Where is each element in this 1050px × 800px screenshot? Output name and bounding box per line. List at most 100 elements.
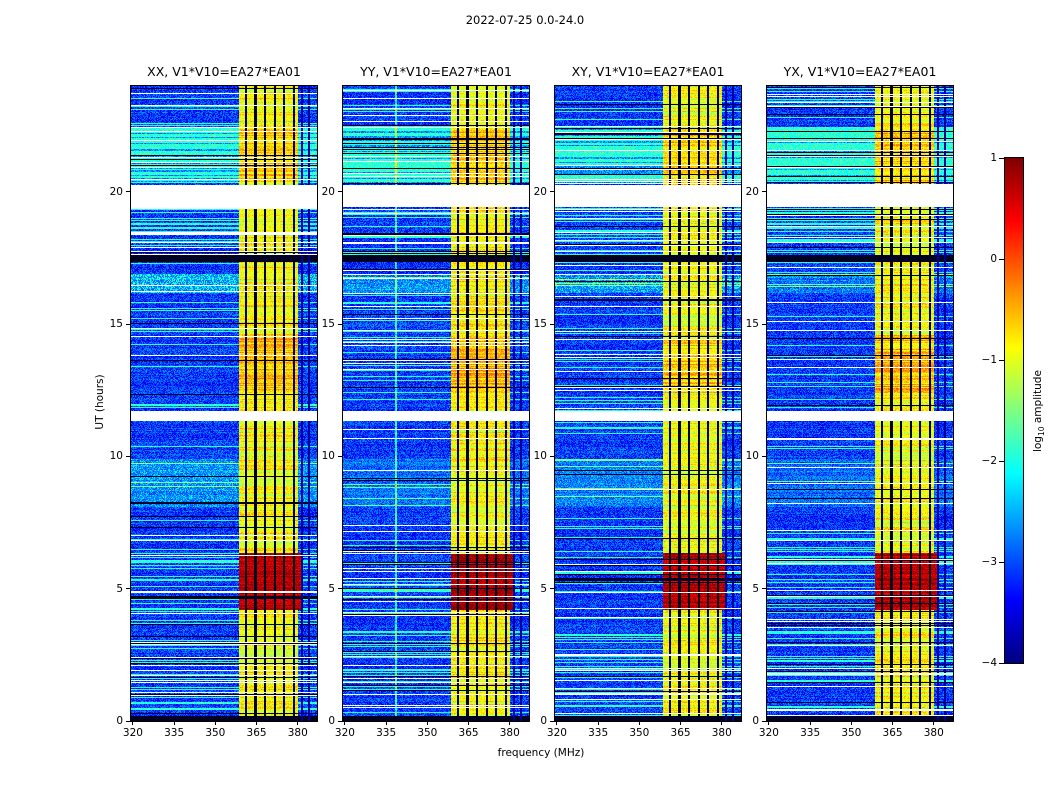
colorbar-label-base: log bbox=[1031, 436, 1044, 453]
y-tick-label: 20 bbox=[533, 185, 547, 198]
x-tick-label: 380 bbox=[923, 727, 944, 739]
y-tick-label: 20 bbox=[745, 185, 759, 198]
x-tick-label: 350 bbox=[417, 727, 438, 739]
y-tick bbox=[550, 191, 554, 193]
x-tick bbox=[256, 721, 258, 725]
y-tick bbox=[126, 720, 130, 722]
panel-title: XY, V1*V10=EA27*EA01 bbox=[571, 64, 725, 79]
panel-xy: XY, V1*V10=EA27*EA01 0 5 10 15 20 320 335 350 365… bbox=[534, 64, 742, 739]
y-tick-label: 10 bbox=[321, 450, 335, 463]
x-tick-label: 320 bbox=[334, 727, 355, 739]
x-tick-label: 380 bbox=[711, 727, 732, 739]
y-tick-label: 5 bbox=[328, 582, 335, 595]
y-tick-label: 20 bbox=[321, 185, 335, 198]
x-tick-label: 365 bbox=[246, 727, 267, 739]
spectrogram-canvas bbox=[555, 86, 741, 721]
x-tick-label: 335 bbox=[376, 727, 397, 739]
y-tick bbox=[550, 323, 554, 325]
y-tick-label: 15 bbox=[321, 318, 335, 331]
x-tick bbox=[933, 721, 935, 725]
panel-title: YX, V1*V10=EA27*EA01 bbox=[783, 64, 937, 79]
y-tick bbox=[126, 455, 130, 457]
colorbar-tick-label: 1 bbox=[990, 152, 997, 164]
y-tick bbox=[338, 588, 342, 590]
spectrogram-canvas bbox=[767, 86, 953, 721]
y-tick-label: 15 bbox=[533, 318, 547, 331]
y-tick bbox=[550, 455, 554, 457]
figure-title: 2022-07-25 0.0-24.0 bbox=[465, 13, 585, 27]
colorbar-tick bbox=[999, 359, 1004, 361]
y-tick bbox=[126, 588, 130, 590]
colorbar: log10 amplitude 1 0 −1 −2 −3 −4 bbox=[982, 152, 1047, 669]
x-tick-label: 365 bbox=[458, 727, 479, 739]
colorbar-gradient-canvas bbox=[1005, 158, 1023, 663]
y-tick bbox=[338, 455, 342, 457]
y-tick-label: 15 bbox=[745, 318, 759, 331]
x-tick bbox=[344, 721, 346, 725]
x-tick bbox=[426, 721, 428, 725]
y-tick bbox=[550, 720, 554, 722]
x-tick bbox=[721, 721, 723, 725]
x-tick-label: 350 bbox=[841, 727, 862, 739]
panel-title: XX, V1*V10=EA27*EA01 bbox=[147, 64, 301, 79]
panel-title: YY, V1*V10=EA27*EA01 bbox=[360, 64, 512, 79]
x-tick-label: 320 bbox=[122, 727, 143, 739]
y-tick-label: 0 bbox=[116, 715, 123, 727]
y-axis-label: UT (hours) bbox=[94, 374, 106, 430]
y-tick bbox=[762, 720, 766, 722]
colorbar-tick-label: 0 bbox=[990, 253, 997, 265]
y-tick bbox=[338, 720, 342, 722]
y-tick bbox=[338, 323, 342, 325]
colorbar-tick bbox=[999, 258, 1004, 260]
y-tick-label: 5 bbox=[540, 582, 547, 595]
y-tick bbox=[550, 588, 554, 590]
x-tick-label: 335 bbox=[588, 727, 609, 739]
x-tick-label: 380 bbox=[287, 727, 308, 739]
panel-yx: YX, V1*V10=EA27*EA01 0 5 10 15 20 320 335 350 365… bbox=[746, 64, 954, 739]
colorbar-tick bbox=[999, 662, 1004, 664]
y-tick-label: 15 bbox=[109, 318, 123, 331]
x-tick bbox=[638, 721, 640, 725]
x-tick-label: 320 bbox=[546, 727, 567, 739]
x-tick bbox=[597, 721, 599, 725]
y-tick-label: 0 bbox=[328, 715, 335, 727]
colorbar-tick bbox=[999, 460, 1004, 462]
colorbar-tick-label: −1 bbox=[981, 354, 997, 366]
spectrogram-canvas bbox=[343, 86, 529, 721]
x-tick-label: 335 bbox=[800, 727, 821, 739]
y-tick bbox=[126, 191, 130, 193]
y-tick-label: 5 bbox=[116, 582, 123, 595]
y-tick-label: 10 bbox=[745, 450, 759, 463]
x-tick-label: 365 bbox=[882, 727, 903, 739]
x-tick bbox=[680, 721, 682, 725]
x-tick bbox=[468, 721, 470, 725]
x-tick bbox=[768, 721, 770, 725]
x-tick bbox=[214, 721, 216, 725]
x-tick bbox=[850, 721, 852, 725]
x-tick-label: 350 bbox=[629, 727, 650, 739]
y-tick-label: 20 bbox=[109, 185, 123, 198]
y-tick-label: 10 bbox=[533, 450, 547, 463]
x-axis-label: frequency (MHz) bbox=[497, 747, 585, 759]
y-tick bbox=[762, 191, 766, 193]
x-tick bbox=[385, 721, 387, 725]
colorbar-tick bbox=[999, 157, 1004, 159]
spectrogram-canvas bbox=[131, 86, 317, 721]
x-tick bbox=[173, 721, 175, 725]
y-tick-label: 10 bbox=[109, 450, 123, 463]
colorbar-label: log10 amplitude bbox=[1032, 356, 1046, 466]
x-tick bbox=[509, 721, 511, 725]
y-tick-label: 0 bbox=[540, 715, 547, 727]
x-tick bbox=[297, 721, 299, 725]
panel-yy: YY, V1*V10=EA27*EA01 0 5 10 15 20 320 335 350 365… bbox=[322, 64, 530, 739]
colorbar-label-sub: 10 bbox=[1037, 426, 1047, 437]
x-tick-label: 335 bbox=[164, 727, 185, 739]
x-tick-label: 320 bbox=[758, 727, 779, 739]
panel-xx: XX, V1*V10=EA27*EA01 0 5 10 15 20 320 335 350 365… bbox=[110, 64, 318, 739]
colorbar-tick-label: −2 bbox=[981, 455, 997, 467]
colorbar-tick-label: −4 bbox=[981, 657, 997, 669]
colorbar-label-rest: amplitude bbox=[1031, 370, 1044, 427]
y-tick bbox=[762, 455, 766, 457]
x-tick bbox=[556, 721, 558, 725]
